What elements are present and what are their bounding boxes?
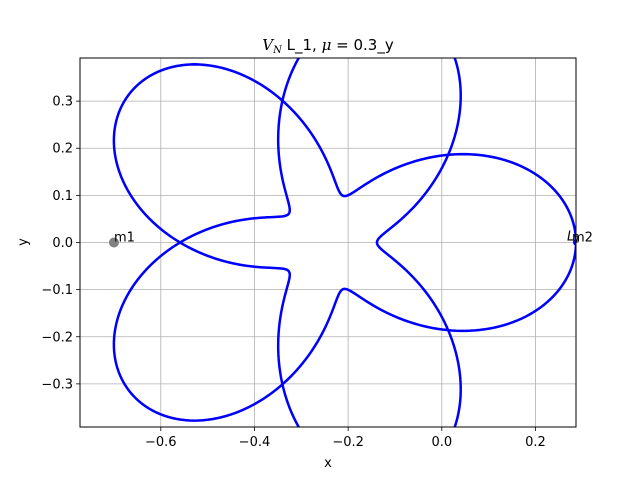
y-tick-label: 0.1 — [52, 189, 73, 204]
title-symbol-subscript: N — [272, 45, 283, 56]
y-axis-ticks: −0.3 −0.2 −0.1 0.0 0.1 0.2 0.3 — [41, 95, 80, 392]
x-tick-label: −0.4 — [239, 435, 271, 450]
y-tick-label: −0.1 — [41, 283, 73, 298]
mass-m1-label: m1 — [114, 231, 135, 246]
chart-title: VN L_1, μ = 0.3_y — [262, 36, 394, 56]
y-tick-label: 0.0 — [52, 236, 73, 251]
x-tick-label: 0.2 — [525, 435, 546, 450]
x-axis-ticks: −0.6 −0.4 −0.2 0.0 0.2 — [145, 427, 546, 450]
trajectory-line — [112, 58, 576, 427]
y-tick-label: 0.3 — [52, 95, 73, 110]
plot-area — [108, 58, 576, 427]
mass-m2-label: m2 — [572, 231, 593, 246]
title-symbol: V — [262, 36, 275, 54]
x-tick-label: 0.0 — [431, 435, 452, 450]
x-axis-label: x — [324, 456, 332, 471]
x-tick-label: −0.6 — [145, 435, 177, 450]
x-tick-label: −0.2 — [332, 435, 364, 450]
mass-m1-marker — [108, 237, 119, 248]
title-param-symbol: μ — [322, 36, 332, 54]
y-tick-label: −0.2 — [41, 330, 73, 345]
y-tick-label: −0.3 — [41, 377, 73, 392]
y-axis-label: y — [16, 238, 31, 246]
title-middle: L_1, — [282, 36, 322, 55]
lagrange-l1-label: L1 — [567, 230, 580, 246]
y-tick-label: 0.2 — [52, 142, 73, 157]
grid — [80, 58, 576, 427]
lagrange-l1-marker — [573, 239, 576, 246]
title-tail: = 0.3_y — [331, 36, 393, 55]
